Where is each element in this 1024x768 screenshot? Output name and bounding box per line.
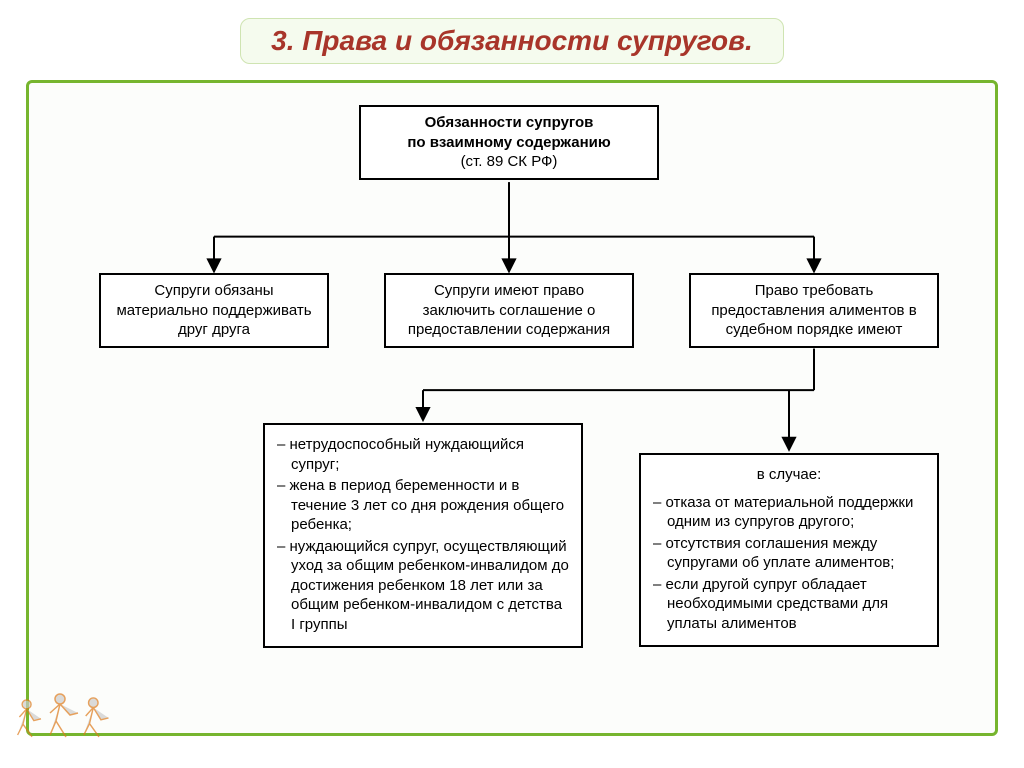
root-line2: по взаимному содержанию xyxy=(371,133,647,153)
leaf-e-item: – если другой супруг обладает необходимы… xyxy=(653,575,925,634)
node-level1-c: Право требовать предоставления алиментов… xyxy=(689,273,939,348)
slide-frame: 3. Права и обязанности супругов. xyxy=(0,0,1024,768)
leaf-d-item: – нетрудоспособный нуждающийся супруг; xyxy=(277,435,569,474)
leaf-e-heading: в случае: xyxy=(653,465,925,485)
node-leaf-e: в случае: – отказа от материальной подде… xyxy=(639,453,939,647)
node-root: Обязанности супругов по взаимному содерж… xyxy=(359,105,659,180)
node-level1-a: Супруги обязаны материально поддерживать… xyxy=(99,273,329,348)
node-leaf-d: – нетрудоспособный нуждающийся супруг; –… xyxy=(263,423,583,648)
root-line3: (ст. 89 СК РФ) xyxy=(371,152,647,172)
leaf-d-item: – жена в период беременности и в течение… xyxy=(277,476,569,535)
node-level1-b: Супруги имеют право заключить соглашение… xyxy=(384,273,634,348)
title-zone: 3. Права и обязанности супругов. xyxy=(0,0,1024,72)
decoration-figures-icon xyxy=(8,685,118,760)
leaf-e-item: – отсутствия соглашения между супругами … xyxy=(653,534,925,573)
content-frame: Обязанности супругов по взаимному содерж… xyxy=(26,80,998,736)
leaf-d-item: – нуждающийся супруг, осуществляющий ухо… xyxy=(277,537,569,635)
root-line1: Обязанности супругов xyxy=(371,113,647,133)
slide-title: 3. Права и обязанности супругов. xyxy=(271,25,753,57)
title-box: 3. Права и обязанности супругов. xyxy=(240,18,784,64)
leaf-e-item: – отказа от материальной поддержки одним… xyxy=(653,493,925,532)
